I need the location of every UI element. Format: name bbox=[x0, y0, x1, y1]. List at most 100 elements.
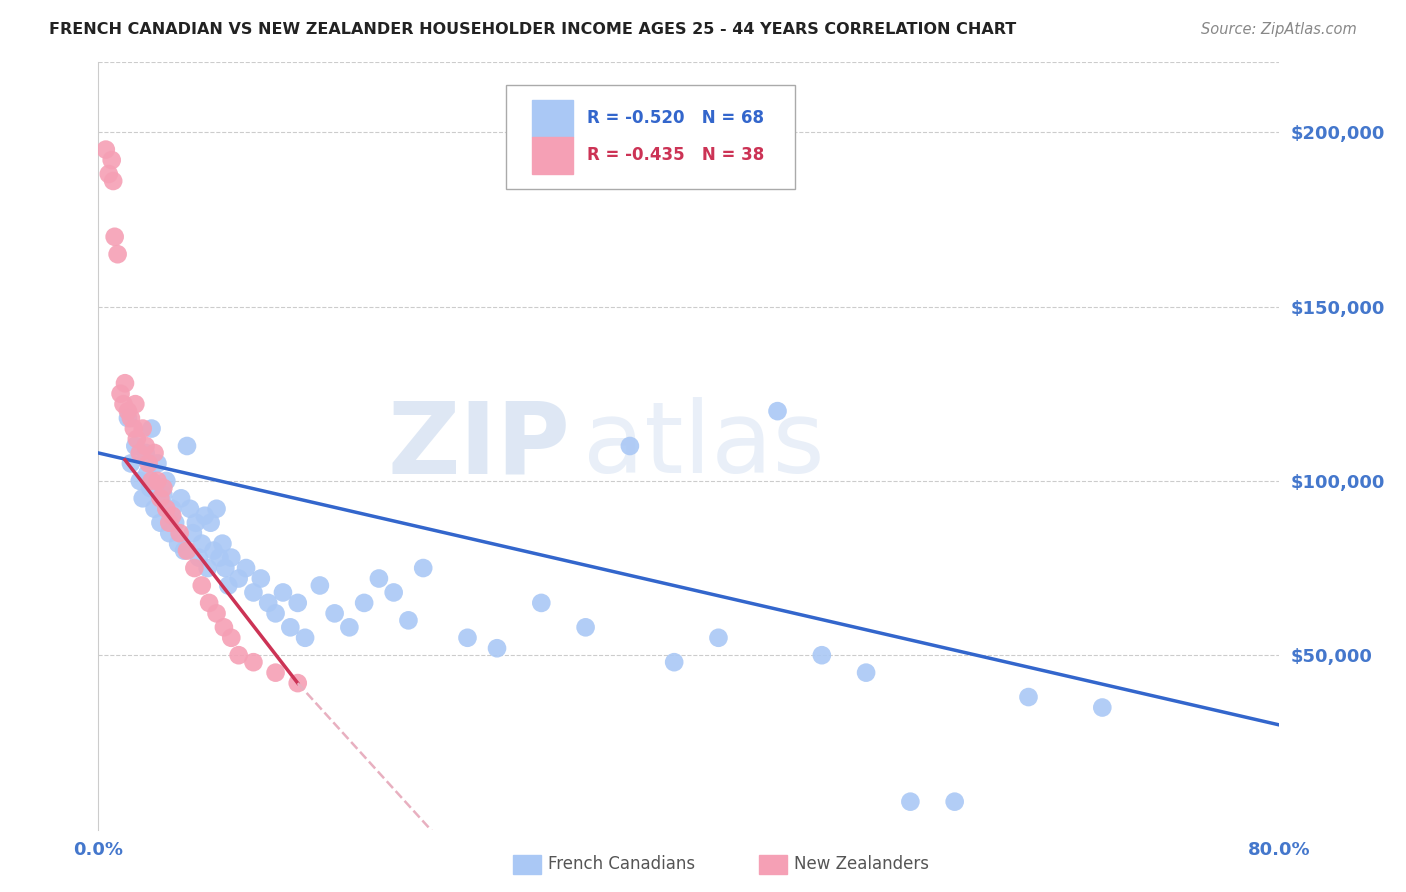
Point bbox=[187, 550, 209, 565]
Point bbox=[486, 641, 509, 656]
Point bbox=[165, 516, 187, 530]
Point bbox=[139, 481, 162, 495]
Point bbox=[194, 508, 217, 523]
Point bbox=[1018, 690, 1040, 704]
Bar bbox=[531, 100, 574, 136]
Point bbox=[169, 526, 191, 541]
Point bbox=[104, 229, 127, 244]
Point bbox=[707, 631, 730, 645]
Point bbox=[943, 795, 966, 809]
Text: French Canadians: French Canadians bbox=[548, 855, 696, 873]
Point bbox=[200, 516, 222, 530]
Point bbox=[208, 550, 231, 565]
Point bbox=[228, 648, 250, 663]
Point bbox=[294, 631, 316, 645]
Point bbox=[117, 404, 139, 418]
Point bbox=[167, 536, 190, 550]
Point bbox=[323, 607, 346, 621]
Point bbox=[257, 596, 280, 610]
Point bbox=[155, 474, 177, 488]
Point bbox=[242, 655, 264, 669]
Point bbox=[339, 620, 361, 634]
Point bbox=[221, 550, 243, 565]
Point bbox=[1091, 700, 1114, 714]
Point bbox=[128, 474, 150, 488]
Point bbox=[152, 488, 174, 502]
Point bbox=[412, 561, 434, 575]
Point bbox=[176, 543, 198, 558]
Point bbox=[135, 446, 157, 460]
Point bbox=[117, 411, 139, 425]
Point bbox=[198, 596, 221, 610]
Text: Source: ZipAtlas.com: Source: ZipAtlas.com bbox=[1201, 22, 1357, 37]
Text: FRENCH CANADIAN VS NEW ZEALANDER HOUSEHOLDER INCOME AGES 25 - 44 YEARS CORRELATI: FRENCH CANADIAN VS NEW ZEALANDER HOUSEHO… bbox=[49, 22, 1017, 37]
Point bbox=[149, 516, 172, 530]
Point bbox=[107, 247, 129, 261]
Point bbox=[128, 446, 150, 460]
Point bbox=[264, 665, 287, 680]
Point bbox=[205, 501, 228, 516]
Point bbox=[191, 536, 214, 550]
Text: ZIP: ZIP bbox=[388, 398, 571, 494]
Bar bbox=[531, 136, 574, 174]
FancyBboxPatch shape bbox=[506, 86, 796, 189]
Point bbox=[141, 421, 163, 435]
Point bbox=[120, 457, 142, 471]
Point bbox=[212, 620, 235, 634]
Point bbox=[184, 516, 207, 530]
Point bbox=[242, 585, 264, 599]
Point bbox=[217, 578, 239, 592]
Point bbox=[132, 421, 155, 435]
Point bbox=[176, 439, 198, 453]
Point bbox=[179, 501, 201, 516]
Point bbox=[810, 648, 832, 663]
Point bbox=[382, 585, 405, 599]
Point bbox=[162, 508, 183, 523]
Point bbox=[155, 501, 177, 516]
Point bbox=[368, 572, 391, 586]
Point bbox=[146, 474, 169, 488]
Point bbox=[162, 501, 183, 516]
Point bbox=[855, 665, 877, 680]
Point bbox=[114, 376, 136, 391]
Point bbox=[205, 607, 228, 621]
Point bbox=[143, 501, 166, 516]
Point bbox=[103, 174, 125, 188]
Point bbox=[146, 457, 169, 471]
Point bbox=[124, 397, 146, 411]
Point bbox=[120, 411, 142, 425]
Point bbox=[197, 561, 219, 575]
Point bbox=[141, 474, 163, 488]
Point bbox=[309, 578, 332, 592]
Point bbox=[235, 561, 257, 575]
Point bbox=[138, 457, 160, 471]
Point bbox=[664, 655, 686, 669]
Point bbox=[575, 620, 598, 634]
Point bbox=[122, 421, 145, 435]
Point bbox=[112, 397, 135, 411]
Point bbox=[125, 432, 148, 446]
Point bbox=[398, 613, 420, 627]
Point bbox=[124, 439, 146, 453]
Point bbox=[264, 607, 287, 621]
Point bbox=[136, 467, 159, 481]
Point bbox=[173, 543, 195, 558]
Point bbox=[353, 596, 375, 610]
Point bbox=[202, 543, 225, 558]
Point bbox=[287, 596, 309, 610]
Point bbox=[135, 439, 157, 453]
Point bbox=[457, 631, 479, 645]
Point bbox=[170, 491, 193, 506]
Point bbox=[132, 491, 155, 506]
Point bbox=[100, 153, 122, 167]
Text: R = -0.520   N = 68: R = -0.520 N = 68 bbox=[588, 110, 765, 128]
Point bbox=[157, 516, 180, 530]
Point bbox=[900, 795, 922, 809]
Point bbox=[280, 620, 302, 634]
Point bbox=[619, 439, 641, 453]
Point bbox=[152, 481, 174, 495]
Text: atlas: atlas bbox=[582, 398, 824, 494]
Point bbox=[250, 572, 273, 586]
Point bbox=[191, 578, 214, 592]
Point bbox=[181, 526, 204, 541]
